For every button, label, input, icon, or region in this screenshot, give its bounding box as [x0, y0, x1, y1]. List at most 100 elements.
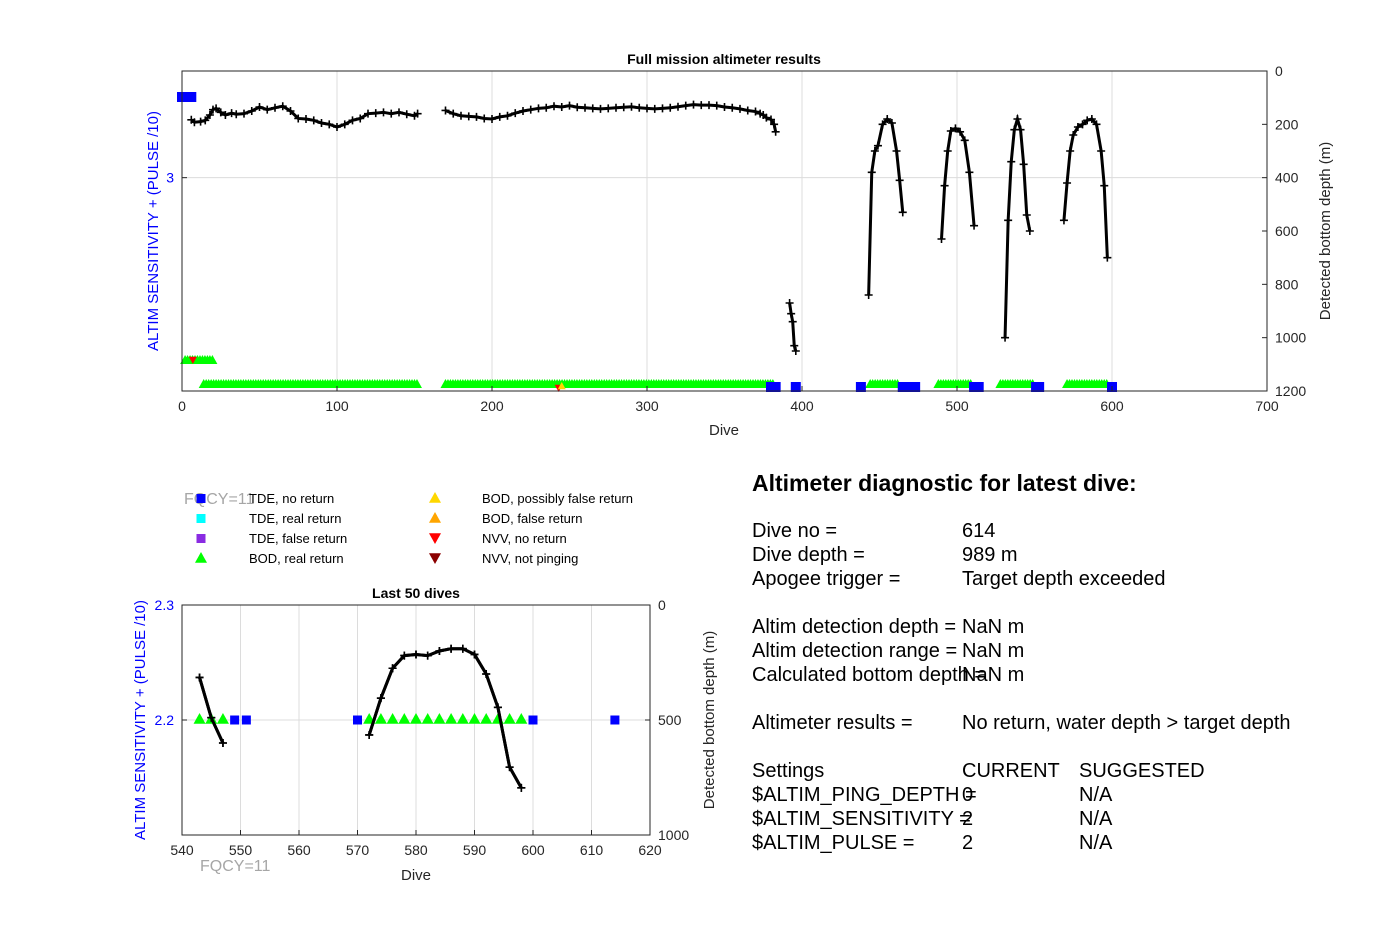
- tde-no-return-marker: [528, 715, 538, 725]
- bottom-depth-point: [898, 208, 907, 217]
- bottom-depth-point: [302, 115, 310, 123]
- bottom-depth-point: [604, 104, 613, 113]
- bottom-depth-point: [565, 101, 574, 110]
- bottom-depth-point: [388, 664, 397, 673]
- bottom-depth-point: [1103, 253, 1112, 262]
- bottom-depth-point: [413, 109, 422, 118]
- bottom-depth-point: [348, 116, 357, 125]
- calculated-depth-label: Calculated bottom depth =: [752, 664, 987, 686]
- bottom-depth-point: [1069, 131, 1078, 139]
- y-right-tick-label: 1000: [1275, 330, 1306, 346]
- bottom-depth-point: [449, 109, 458, 118]
- y-right-tick-label: 500: [658, 712, 682, 728]
- x-axis-label: Dive: [709, 422, 739, 439]
- bottom-depth-point: [376, 694, 385, 703]
- x-tick-label: 200: [480, 398, 504, 414]
- bottom-depth-point: [227, 109, 236, 118]
- bottom-depth-point: [956, 127, 965, 136]
- bottom-depth-point: [218, 739, 227, 747]
- bottom-depth-point: [402, 110, 411, 119]
- bottom-depth-point: [196, 117, 205, 126]
- bottom-depth-point: [470, 650, 479, 659]
- apogee-value: Target depth exceeded: [962, 568, 1166, 590]
- y-right-tick-label: 400: [1275, 170, 1299, 186]
- pulse-current: 2: [962, 832, 974, 854]
- bottom-depth-point: [1013, 115, 1022, 123]
- bottom-depth-line: [1062, 117, 1109, 258]
- bottom-depth-point: [493, 703, 502, 712]
- settings-label: Settings: [752, 760, 825, 782]
- legend-label: BOD, false return: [482, 511, 582, 526]
- bottom-depth-point: [892, 147, 901, 155]
- full-mission-chart: Full mission altimeter results 0 100 200 30…: [145, 51, 1334, 439]
- chart-title: Full mission altimeter results: [627, 51, 821, 67]
- x-tick-label: 400: [790, 398, 814, 414]
- bottom-depth-point: [201, 116, 210, 125]
- legend-label: NVV, not pinging: [482, 551, 578, 566]
- bottom-depth-point: [195, 673, 204, 682]
- plot-frame: [181, 70, 1268, 392]
- bottom-depth-point: [1016, 125, 1025, 134]
- x-tick-label: 570: [346, 842, 370, 858]
- bottom-depth-point: [1066, 147, 1075, 155]
- pulse-label: $ALTIM_PULSE =: [752, 832, 915, 854]
- bod-real-return-marker: [480, 713, 493, 724]
- bottom-depth-point: [790, 341, 799, 350]
- bottom-depth-point: [771, 127, 780, 136]
- bottom-depth-point: [365, 730, 374, 739]
- bottom-depth-point: [505, 763, 514, 772]
- x-tick-label: 620: [638, 842, 662, 858]
- bod-real-return-marker: [421, 713, 434, 724]
- bottom-depth-line: [867, 116, 905, 296]
- bottom-depth-point: [526, 105, 535, 114]
- bottom-depth-point: [650, 104, 659, 113]
- bottom-depth-point: [488, 115, 496, 123]
- ping-depth-current: 0: [962, 784, 974, 806]
- bod-real-return-marker: [374, 713, 387, 724]
- bottom-depth-point: [1019, 160, 1028, 169]
- diagnostic-title: Altimeter diagnostic for latest dive:: [752, 470, 1137, 496]
- dive-depth-label: Dive depth =: [752, 544, 865, 566]
- bottom-depth-point: [255, 103, 264, 111]
- bottom-depth-point: [286, 107, 295, 115]
- x-axis-label: Dive: [401, 867, 431, 884]
- bottom-depth-point: [895, 176, 904, 185]
- tde-no-return-marker: [186, 92, 197, 102]
- bottom-depth-point: [271, 103, 279, 112]
- bottom-depth-point: [1007, 157, 1016, 166]
- legend-marker: [429, 492, 441, 503]
- bottom-depth-point: [221, 111, 230, 119]
- bottom-depth-point: [1073, 123, 1082, 131]
- bottom-depth-point: [951, 124, 960, 133]
- tde-no-return-marker: [790, 382, 801, 392]
- x-tick-label: 300: [635, 398, 659, 414]
- bottom-depth-point: [557, 103, 566, 111]
- detection-depth-label: Altim detection depth =: [752, 616, 957, 638]
- bottom-depth-point: [573, 103, 582, 112]
- x-tick-label: 0: [178, 398, 186, 414]
- bottom-depth-point: [940, 181, 949, 190]
- bottom-depth-point: [791, 347, 800, 355]
- bod-real-return-marker: [207, 355, 218, 364]
- bottom-depth-point: [728, 103, 737, 112]
- x-tick-label: 550: [229, 842, 253, 858]
- tde-no-return-marker: [973, 382, 984, 392]
- bottom-depth-point: [788, 317, 797, 326]
- legend-marker: [195, 552, 207, 563]
- x-tick-label: 580: [404, 842, 428, 858]
- bottom-depth-point: [1078, 120, 1087, 129]
- bottom-depth-point: [970, 221, 979, 230]
- tde-no-return-marker: [770, 382, 781, 392]
- bottom-depth-point: [207, 713, 216, 722]
- legend-marker: [429, 512, 441, 523]
- bottom-depth-point: [887, 119, 896, 127]
- bottom-depth-point: [325, 120, 334, 129]
- bottom-depth-point: [232, 110, 241, 119]
- bottom-depth-point: [542, 103, 551, 112]
- bottom-depth-point: [751, 107, 760, 116]
- legend-marker: [196, 534, 206, 543]
- bottom-depth-point: [787, 309, 796, 318]
- dive-no-label: Dive no =: [752, 520, 838, 542]
- bottom-depth-point: [294, 114, 303, 123]
- x-tick-label: 560: [287, 842, 311, 858]
